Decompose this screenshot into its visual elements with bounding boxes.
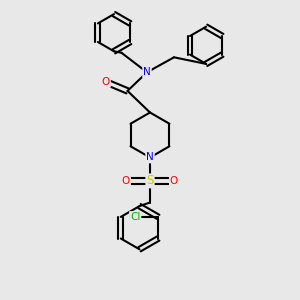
Text: N: N <box>146 152 154 163</box>
Text: O: O <box>102 77 110 87</box>
Text: S: S <box>146 174 154 188</box>
Text: O: O <box>170 176 178 186</box>
Text: N: N <box>143 67 151 77</box>
Text: Cl: Cl <box>130 212 140 222</box>
Text: O: O <box>122 176 130 186</box>
